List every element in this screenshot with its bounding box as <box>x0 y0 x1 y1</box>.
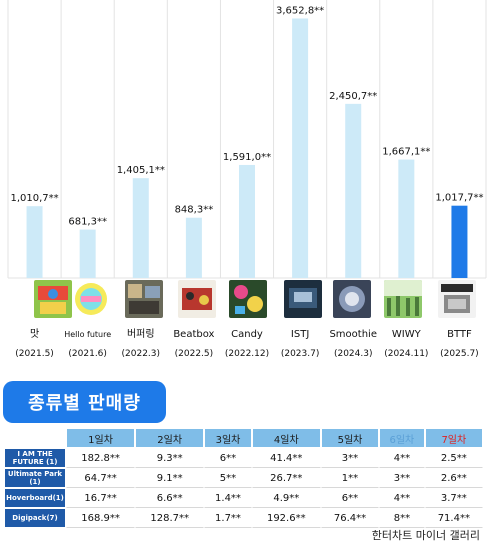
data-label: 1,667,1** <box>382 147 430 158</box>
category-label: Smoothie <box>329 329 377 340</box>
table-cell: 4** <box>379 448 425 468</box>
album-cover-hello-future <box>72 280 110 318</box>
table-header-row: 1일차 2일차 3일차 4일차 5일차 6일차 7일차 <box>4 428 483 448</box>
bar <box>79 229 96 278</box>
table-cell: 9.3** <box>135 448 205 468</box>
table-header-cell: 5일차 <box>320 428 380 448</box>
table-cell: 2.6** <box>424 468 483 488</box>
bar <box>398 159 415 278</box>
release-date-label: (2025.7) <box>440 349 479 359</box>
category-label: Candy <box>231 329 263 340</box>
sales-bar-chart: 1,010,7** 맛 (2021.5) 681,3** Hello future (20… <box>7 0 487 359</box>
row-label: Ultimate Park (1) <box>4 468 66 488</box>
section-title-sales-by-type: 종류별 판매량 <box>3 381 166 423</box>
release-date-label: (2024.11) <box>384 349 428 359</box>
bar <box>185 217 202 278</box>
data-label: 681,3** <box>68 217 107 228</box>
table-row: Ultimate Park (1) 64.7** 9.1** 5** 26.7*… <box>4 468 483 488</box>
category-label: 맛 <box>30 328 39 340</box>
table-cell: 168.9** <box>66 508 136 528</box>
table-cell: 64.7** <box>66 468 136 488</box>
release-date-label: (2022.3) <box>122 349 161 359</box>
table-cell: 192.6** <box>251 508 321 528</box>
release-date-label: (2021.6) <box>68 349 107 359</box>
album-cover-wiwy <box>384 280 422 318</box>
table-cell: 8** <box>379 508 425 528</box>
data-label: 1,405,1** <box>117 165 165 176</box>
table-cell: 9.1** <box>135 468 205 488</box>
release-date-label: (2022.12) <box>225 349 269 359</box>
table-row: Hoverboard(1) 16.7** 6.6** 1.4** 4.9** 6… <box>4 488 483 508</box>
table-row: I AM THE FUTURE (1) 182.8** 9.3** 6** 41… <box>4 448 483 468</box>
table-header-cell: 7일차 <box>424 428 483 448</box>
table-cell: 6** <box>320 488 380 508</box>
sales-by-type-table: 1일차 2일차 3일차 4일차 5일차 6일차 7일차 I AM THE FUT… <box>4 428 483 528</box>
table-header-cell: 4일차 <box>251 428 321 448</box>
album-cover-beatbox <box>178 280 216 318</box>
table-cell: 16.7** <box>66 488 136 508</box>
category-label: ISTJ <box>291 329 309 340</box>
table-cell: 5** <box>204 468 252 488</box>
category-label: Hello future <box>64 330 111 339</box>
table-header-cell: 6일차 <box>379 428 425 448</box>
row-label: Hoverboard(1) <box>4 488 66 508</box>
table-header-cell: 2일차 <box>135 428 205 448</box>
bar <box>292 18 309 278</box>
data-label: 1,017,7** <box>435 193 483 204</box>
table-cell: 4.9** <box>251 488 321 508</box>
table-cell: 26.7** <box>251 468 321 488</box>
data-label: 848,3** <box>175 205 214 216</box>
table-cell: 1.4** <box>204 488 252 508</box>
row-label: Digipack(7) <box>4 508 66 528</box>
data-label: 2,450,7** <box>329 91 377 102</box>
table-cell: 6** <box>204 448 252 468</box>
table-cell: 4** <box>379 488 425 508</box>
category-label: Beatbox <box>173 329 214 340</box>
bar <box>451 205 468 278</box>
table-cell: 1** <box>320 468 380 488</box>
bar <box>345 103 362 279</box>
table-header-cell: 1일차 <box>66 428 136 448</box>
category-label: BTTF <box>447 329 472 340</box>
table-cell: 2.5** <box>424 448 483 468</box>
table-cell: 76.4** <box>320 508 380 528</box>
row-label: I AM THE FUTURE (1) <box>4 448 66 468</box>
table-header-cell: 3일차 <box>204 428 252 448</box>
data-label: 1,591,0** <box>223 152 271 163</box>
album-cover-buffering <box>125 280 163 318</box>
album-cover-candy <box>229 280 267 318</box>
category-label: WIWY <box>392 329 422 340</box>
table-cell: 3** <box>320 448 380 468</box>
release-date-label: (2024.3) <box>334 349 373 359</box>
table-row: Digipack(7) 168.9** 128.7** 1.7** 192.6*… <box>4 508 483 528</box>
table-cell: 1.7** <box>204 508 252 528</box>
bar <box>132 178 149 278</box>
credit-text: 한터차트 마이너 갤러리 <box>371 529 480 542</box>
table-cell: 71.4** <box>424 508 483 528</box>
table-cell: 3.7** <box>424 488 483 508</box>
table-cell: 41.4** <box>251 448 321 468</box>
table-cell: 6.6** <box>135 488 205 508</box>
category-label: 버퍼링 <box>127 328 155 340</box>
release-date-label: (2021.5) <box>15 349 54 359</box>
album-cover-mat <box>34 280 72 318</box>
table-cell: 182.8** <box>66 448 136 468</box>
release-date-label: (2022.5) <box>175 349 214 359</box>
table-cell: 128.7** <box>135 508 205 528</box>
album-cover-bttf <box>438 280 476 318</box>
bar <box>26 206 43 278</box>
table-cell: 3** <box>379 468 425 488</box>
table-corner <box>4 428 66 448</box>
release-date-label: (2023.7) <box>281 349 320 359</box>
album-cover-smoothie <box>333 280 371 318</box>
album-cover-istj <box>284 280 322 318</box>
data-label: 3,652,8** <box>276 5 324 16</box>
data-label: 1,010,7** <box>10 193 58 204</box>
bar <box>239 164 255 278</box>
